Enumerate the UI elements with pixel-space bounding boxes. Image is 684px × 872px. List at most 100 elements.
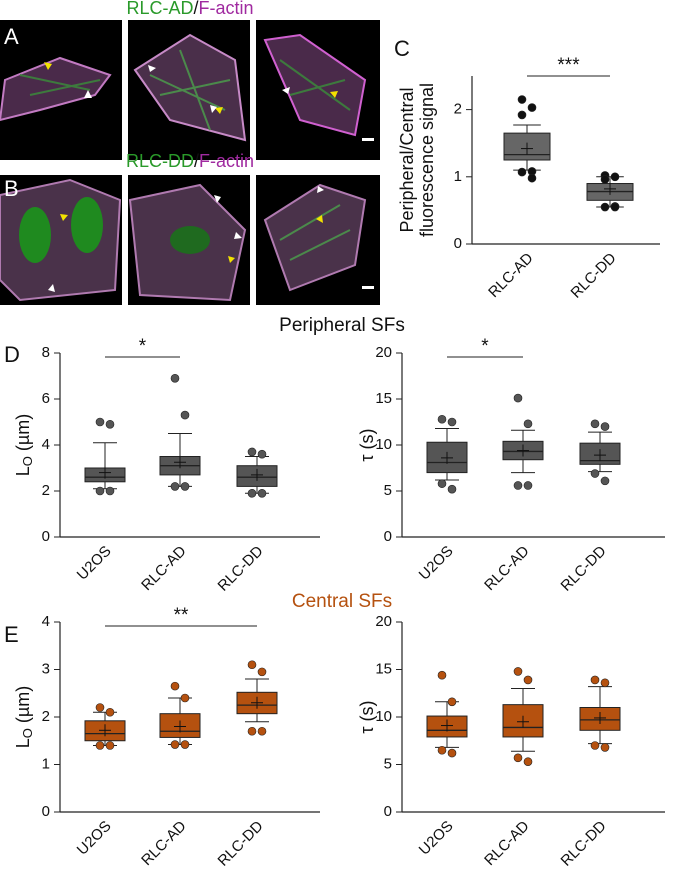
outlier-point	[590, 419, 600, 429]
x-tick-label: U2OS	[416, 818, 457, 859]
outlier-point	[95, 417, 105, 427]
outlier-point	[527, 103, 537, 112]
arrowheads	[44, 62, 338, 263]
cell	[263, 183, 367, 292]
x-tick-label: U2OS	[74, 543, 115, 584]
outlier-point	[257, 667, 267, 677]
y-tick-label: 10	[375, 708, 392, 725]
y-tick-label: 20	[375, 613, 392, 630]
y-tick-label: 2	[42, 708, 50, 725]
outlier-point	[180, 740, 190, 749]
micrographs	[0, 20, 380, 305]
outlier-point	[437, 479, 447, 488]
fibers	[19, 74, 101, 96]
y-tick-label: 0	[42, 803, 50, 820]
x-tick-label: RLC-AD	[485, 249, 537, 301]
y-tick-label: 1	[454, 168, 462, 185]
fibers	[279, 204, 351, 261]
y-tick-label: 5	[384, 482, 392, 499]
y-axis-label-part: L	[13, 738, 33, 748]
x-tick-label: RLC-DD	[568, 249, 620, 301]
y-tick-label: 20	[375, 344, 392, 361]
outlier-point	[180, 693, 190, 703]
outlier-point	[257, 488, 267, 498]
outlier-point	[517, 95, 527, 104]
y-axis-label: fluorescence signal	[417, 83, 437, 237]
x-tick-label: RLC-DD	[215, 542, 267, 594]
x-tick-label: RLC-DD	[558, 542, 610, 594]
outlier-point	[247, 660, 257, 670]
outlier-point	[447, 697, 457, 707]
y-tick-label: 8	[42, 344, 50, 361]
x-tick-label: RLC-DD	[558, 817, 610, 869]
y-tick-label: 4	[42, 436, 50, 453]
outlier-point	[447, 484, 457, 494]
significance-label: **	[174, 605, 189, 626]
y-axis-label-sub: O	[20, 456, 35, 466]
nucleus	[170, 226, 210, 254]
y-axis-label-part: τ (s)	[357, 700, 377, 733]
outlier-point	[513, 753, 523, 763]
outlier-point	[513, 667, 523, 676]
y-tick-label: 15	[375, 390, 392, 407]
outlier-point	[600, 422, 610, 431]
section-title: Central SFs	[292, 591, 392, 612]
y-axis-label: τ (s)	[357, 700, 377, 733]
outlier-point	[600, 175, 610, 184]
outlier-point	[180, 482, 190, 491]
outlier-point	[590, 675, 600, 685]
outlier-point	[170, 482, 180, 491]
arrowheads	[48, 65, 324, 292]
outlier-point	[170, 740, 180, 749]
outlier-point	[247, 726, 257, 736]
y-tick-label: 2	[454, 101, 462, 118]
outlier-point	[523, 675, 533, 685]
y-tick-label: 5	[384, 755, 392, 772]
outlier-point	[105, 419, 115, 429]
x-tick-label: RLC-AD	[481, 817, 533, 869]
y-axis-label: LO (µm)	[13, 686, 36, 749]
significance-label: *	[139, 336, 147, 357]
x-tick-label: RLC-AD	[138, 817, 190, 869]
outlier-point	[517, 110, 527, 120]
outlier-point	[247, 488, 257, 498]
outlier-point	[523, 757, 533, 766]
y-tick-label: 0	[454, 235, 462, 252]
significance-label: ***	[557, 55, 580, 76]
y-axis-label: Peripheral/Central	[397, 87, 417, 232]
y-tick-label: 0	[384, 528, 392, 545]
image-label: RLC-AD/F-actin	[126, 0, 253, 18]
outlier-point	[105, 486, 115, 496]
outlier-point	[95, 703, 105, 712]
y-tick-label: 15	[375, 660, 392, 677]
panel-letter: A	[4, 24, 19, 49]
panel-letter: C	[394, 36, 410, 61]
x-tick-label: RLC-AD	[138, 542, 190, 594]
cell	[133, 33, 247, 142]
fibers	[149, 49, 231, 131]
outlier-point	[247, 447, 257, 457]
y-axis-label-part: (µm)	[13, 414, 33, 456]
outlier-point	[95, 741, 105, 750]
y-tick-label: 3	[42, 660, 50, 677]
y-tick-label: 0	[384, 803, 392, 820]
outlier-point	[610, 202, 620, 212]
outlier-point	[437, 745, 447, 755]
outlier-point	[170, 681, 180, 691]
outlier-point	[600, 476, 610, 486]
panel-letter: B	[4, 176, 19, 201]
outlier-point	[513, 393, 523, 403]
outlier-point	[105, 707, 115, 717]
y-axis-label-part: L	[13, 466, 33, 476]
y-tick-label: 1	[42, 755, 50, 772]
outlier-point	[180, 410, 190, 420]
y-tick-label: 4	[42, 613, 50, 630]
outlier-point	[590, 741, 600, 750]
nucleus	[71, 197, 103, 253]
outlier-point	[170, 373, 180, 383]
outlier-point	[527, 173, 537, 183]
outlier-point	[437, 414, 447, 424]
outlier-point	[447, 748, 457, 758]
outlier-point	[105, 741, 115, 750]
